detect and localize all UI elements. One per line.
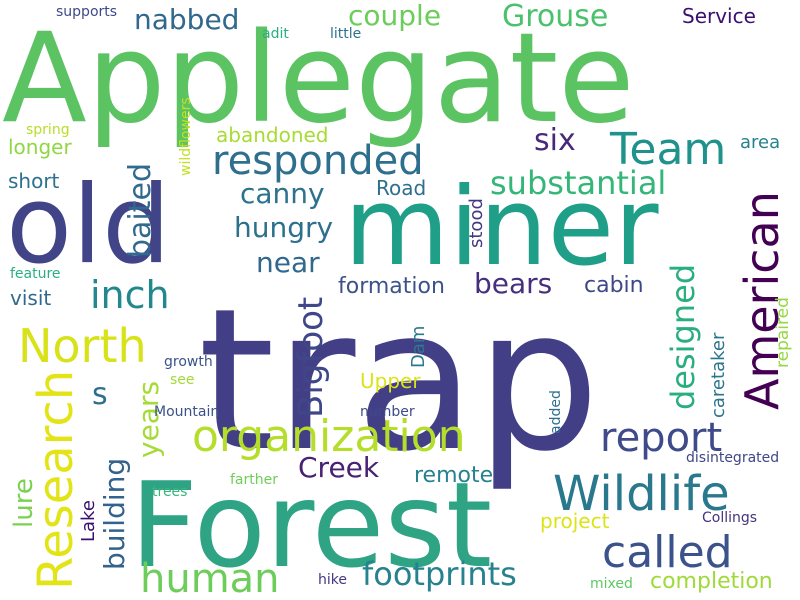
word-abandoned: abandoned [216, 123, 329, 147]
word-hike: hike [318, 572, 347, 588]
word-american: American [735, 191, 789, 410]
word-north: North [18, 319, 147, 373]
word-adit: adit [262, 26, 289, 42]
word-forest: Forest [130, 456, 492, 594]
word-research: Research [28, 370, 84, 590]
word-longer: longer [8, 135, 72, 159]
word-area: area [740, 132, 780, 153]
word-bears: bears [474, 267, 552, 300]
word-hungry: hungry [234, 211, 333, 244]
word-feature: feature [10, 266, 61, 282]
word-completion: completion [650, 569, 773, 594]
word-building: building [98, 458, 131, 570]
word-designed: designed [664, 264, 702, 410]
word-remote: remote [414, 463, 493, 488]
word-farther: farther [230, 472, 278, 488]
word-substantial: substantial [490, 164, 666, 202]
word-bigfoot: Bigfoot [291, 297, 331, 418]
word-canny: canny [240, 177, 325, 210]
word-old: old [6, 163, 171, 288]
word-caretaker: caretaker [708, 332, 729, 418]
word-nabbed: nabbed [134, 3, 239, 36]
word-wildlife: Wildlife [553, 466, 730, 522]
word-team: Team [609, 124, 726, 175]
word-short: short [8, 169, 60, 193]
word-responded: responded [212, 138, 424, 184]
word-six: six [534, 123, 576, 158]
word-upper: Upper [360, 369, 421, 393]
word-grouse: Grouse [502, 0, 608, 34]
word-supports: supports [56, 4, 117, 20]
word-s: s [92, 377, 108, 412]
word-spring: spring [26, 122, 70, 138]
word-lake: Lake [78, 500, 99, 542]
word-growth: growth [164, 354, 213, 370]
word-collings: Collings [702, 510, 757, 526]
word-organization: organization [192, 411, 466, 462]
word-couple: couple [348, 0, 441, 32]
word-disintegrated: disintegrated [686, 450, 779, 466]
word-service: Service [682, 4, 756, 28]
word-little: little [330, 26, 361, 42]
word-mountain: Mountain [154, 404, 219, 420]
word-wildflowers: wildflowers [178, 97, 194, 176]
word-human: human [140, 556, 280, 600]
word-formation: formation [338, 274, 445, 299]
word-project: project [540, 509, 610, 533]
word-dam: Dam [408, 326, 429, 368]
word-number: number [360, 404, 415, 420]
word-added: added [548, 390, 564, 434]
word-report: report [600, 415, 722, 461]
word-visit: visit [10, 286, 51, 310]
word-stood: stood [466, 198, 487, 248]
word-miner: miner [344, 165, 659, 290]
word-cabin: cabin [584, 273, 644, 298]
word-trees: trees [152, 484, 187, 500]
word-repaired: repaired [773, 297, 793, 368]
word-mixed: mixed [590, 576, 633, 592]
word-lure: lure [9, 478, 39, 528]
word-applegate: Applegate [2, 7, 635, 151]
word-years: years [132, 381, 165, 458]
word-inch: inch [90, 273, 170, 317]
word-road: Road [376, 176, 426, 200]
word-trap: trap [198, 267, 600, 495]
word-called: called [602, 527, 733, 578]
word-near: near [256, 246, 320, 279]
word-footprints: footprints [362, 555, 517, 593]
word-baited: baited [123, 163, 158, 258]
word-see: see [170, 372, 195, 388]
word-creek: Creek [298, 451, 380, 484]
